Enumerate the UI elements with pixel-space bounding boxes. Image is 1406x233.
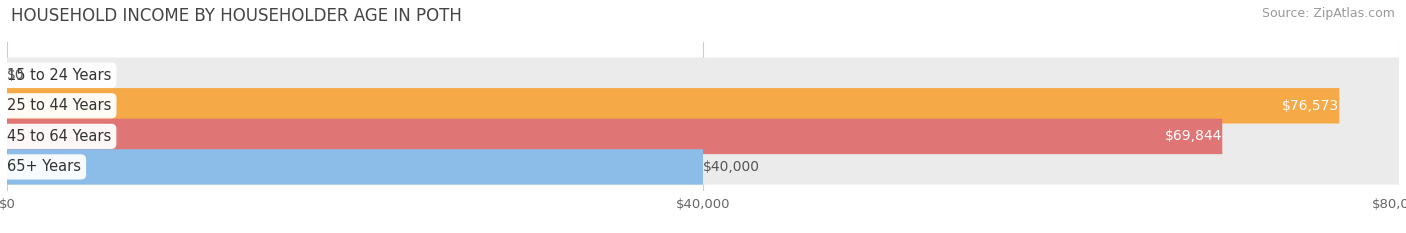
FancyBboxPatch shape (7, 149, 1399, 185)
Text: HOUSEHOLD INCOME BY HOUSEHOLDER AGE IN POTH: HOUSEHOLD INCOME BY HOUSEHOLDER AGE IN P… (11, 7, 463, 25)
Text: 45 to 64 Years: 45 to 64 Years (7, 129, 111, 144)
Text: 25 to 44 Years: 25 to 44 Years (7, 98, 111, 113)
FancyBboxPatch shape (7, 119, 1399, 154)
Text: $0: $0 (7, 68, 25, 82)
FancyBboxPatch shape (7, 149, 703, 185)
Text: $40,000: $40,000 (703, 160, 761, 174)
Text: Source: ZipAtlas.com: Source: ZipAtlas.com (1261, 7, 1395, 20)
FancyBboxPatch shape (7, 88, 1340, 123)
Text: 65+ Years: 65+ Years (7, 159, 82, 175)
Text: $76,573: $76,573 (1282, 99, 1340, 113)
Text: 15 to 24 Years: 15 to 24 Years (7, 68, 111, 83)
FancyBboxPatch shape (7, 119, 1222, 154)
FancyBboxPatch shape (7, 58, 1399, 93)
Text: $69,844: $69,844 (1166, 129, 1222, 143)
FancyBboxPatch shape (7, 88, 1399, 123)
